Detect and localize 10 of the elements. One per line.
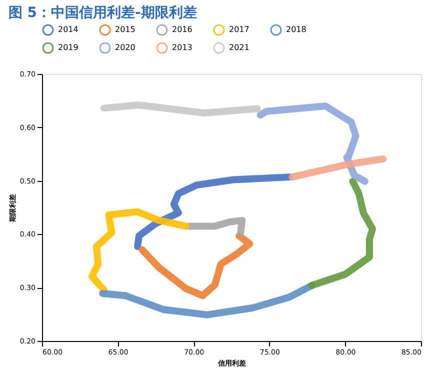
- legend-label: 2015: [115, 25, 136, 34]
- legend-label: 2019: [58, 43, 78, 52]
- legend-label: 2016: [172, 25, 192, 34]
- legend-label: 2013: [172, 43, 192, 52]
- legend-label: 2017: [229, 25, 250, 34]
- legend-label: 2018: [286, 25, 306, 34]
- legend-label: 2020: [115, 43, 136, 52]
- chart-title: 图 5：中国信用利差-期限利差: [8, 5, 197, 21]
- legend-label: 2014: [58, 25, 78, 34]
- legend-label: 2021: [229, 43, 250, 52]
